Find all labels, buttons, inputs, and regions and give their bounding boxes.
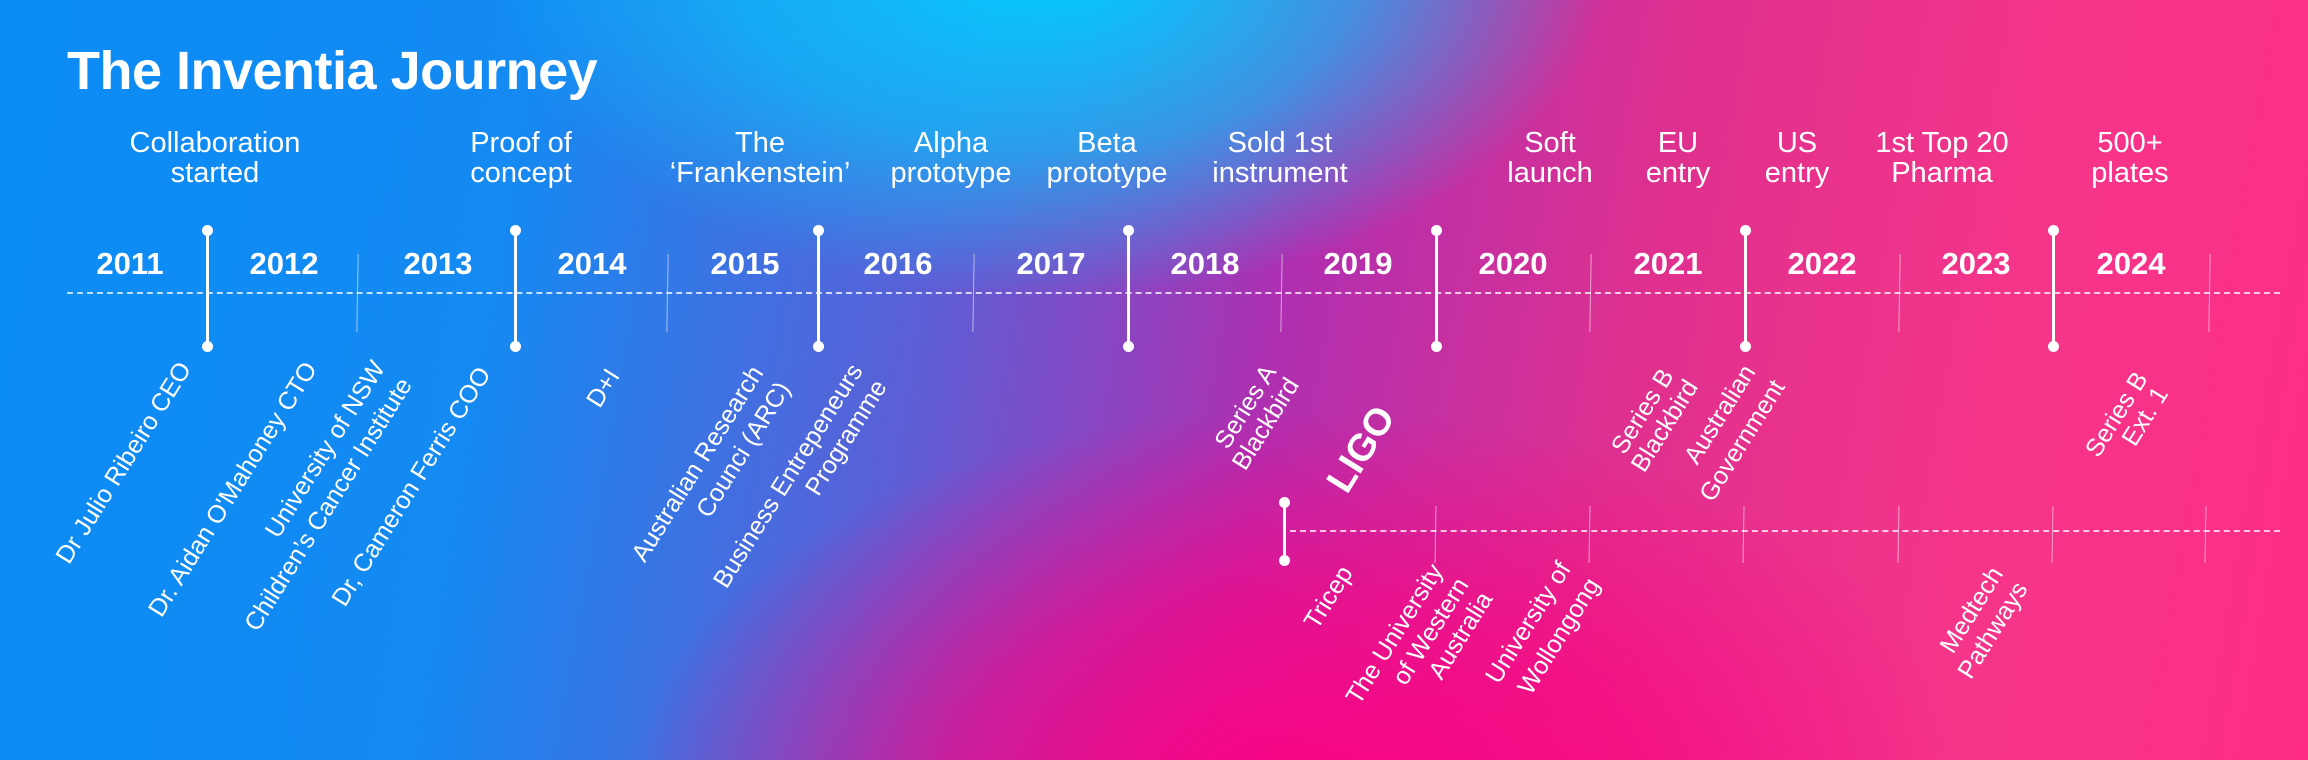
milestone-proof-of-concept: Proof of concept bbox=[470, 127, 572, 189]
milestone-alpha-prototype: Alpha prototype bbox=[890, 127, 1012, 189]
milestone-sold-first-instrument: Sold 1st instrument bbox=[1212, 127, 1348, 189]
year-label: 2013 bbox=[403, 246, 473, 281]
year-label: 2019 bbox=[1323, 246, 1393, 281]
year-label: 2015 bbox=[710, 246, 780, 281]
milestone-frankenstein: The ‘Frankenstein’ bbox=[669, 127, 851, 189]
year-label: 2014 bbox=[557, 246, 627, 281]
milestone-collaboration-started: Collaboration started bbox=[129, 127, 301, 189]
milestone-eu-entry: EU entry bbox=[1645, 127, 1711, 189]
year-label: 2017 bbox=[1016, 246, 1086, 281]
milestone-top20-pharma: 1st Top 20 Pharma bbox=[1875, 127, 2009, 189]
year-label: 2022 bbox=[1787, 246, 1857, 281]
year-label: 2018 bbox=[1170, 246, 1240, 281]
year-label: 2020 bbox=[1478, 246, 1548, 281]
year-label: 2021 bbox=[1633, 246, 1703, 281]
milestone-us-entry: US entry bbox=[1764, 127, 1830, 189]
milestone-soft-launch: Soft launch bbox=[1507, 127, 1593, 189]
ligo-timeline-axis bbox=[1290, 530, 2280, 532]
year-label: 2011 bbox=[96, 246, 164, 281]
page-title: The Inventia Journey bbox=[67, 41, 598, 101]
year-label: 2023 bbox=[1941, 246, 2011, 281]
year-label: 2012 bbox=[249, 246, 319, 281]
main-timeline-axis bbox=[67, 292, 2280, 294]
year-label: 2024 bbox=[2096, 246, 2166, 281]
milestone-beta-prototype: Beta prototype bbox=[1046, 127, 1168, 189]
milestone-500-plates: 500+ plates bbox=[2091, 127, 2169, 189]
year-label: 2016 bbox=[863, 246, 933, 281]
